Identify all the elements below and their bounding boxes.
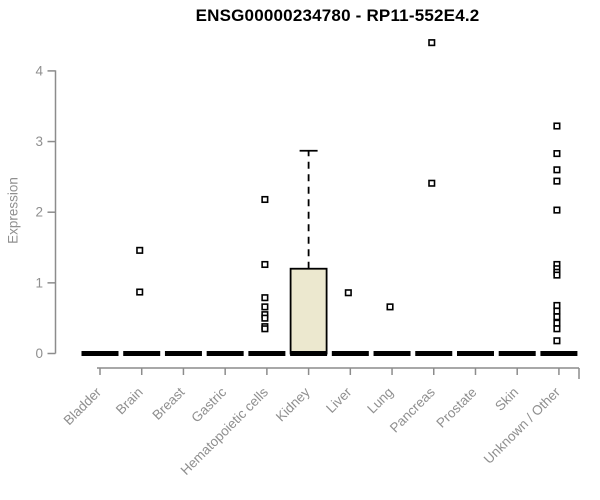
median-line <box>206 351 244 356</box>
outlier-point <box>553 166 561 174</box>
y-tick-label: 0 <box>35 346 43 361</box>
outlier-point <box>553 150 561 158</box>
box <box>289 267 328 355</box>
outlier-point <box>553 301 561 310</box>
y-tick-label: 4 <box>35 63 43 78</box>
outlier-point <box>136 288 144 296</box>
x-tick-label: Liver <box>323 384 355 416</box>
outlier-point <box>428 39 436 47</box>
outlier-point <box>344 289 352 297</box>
x-tick-label: Skin <box>492 385 521 414</box>
outlier-point <box>261 260 269 269</box>
outlier-point <box>386 303 394 311</box>
outlier-point <box>428 179 436 187</box>
x-tick-label: Breast <box>149 384 187 422</box>
median-line <box>456 351 494 356</box>
outlier-point <box>553 319 561 327</box>
outlier-point <box>261 195 269 204</box>
x-tick-label: Kidney <box>273 384 313 424</box>
outlier-point <box>553 271 561 279</box>
outlier-point <box>553 177 561 185</box>
median-line <box>248 351 286 356</box>
outlier-point <box>553 206 561 214</box>
chart-title: ENSG00000234780 - RP11-552E4.2 <box>195 6 480 25</box>
median-line <box>498 351 536 356</box>
y-tick-label: 2 <box>35 205 43 220</box>
outlier-point <box>261 303 269 311</box>
outlier-point <box>136 246 144 254</box>
outlier-point <box>553 325 561 333</box>
x-tick-label: Pancreas <box>387 384 438 435</box>
x-tick-label: Gastric <box>188 384 229 425</box>
median-line <box>290 351 328 356</box>
median-line <box>81 351 119 356</box>
outlier-point <box>261 294 269 302</box>
x-tick-label: Brain <box>113 385 146 418</box>
outlier-point <box>261 325 269 333</box>
outlier-point <box>553 337 561 345</box>
median-line <box>331 351 369 356</box>
outlier-point <box>553 313 561 321</box>
x-tick-label: Lung <box>364 385 396 417</box>
y-tick-label: 3 <box>35 134 43 149</box>
median-line <box>123 351 161 356</box>
median-line <box>415 351 453 356</box>
x-tick-label: Prostate <box>433 385 479 431</box>
x-tick-label: Bladder <box>61 384 105 428</box>
median-line <box>164 351 202 356</box>
x-tick-label: Unknown / Other <box>481 384 564 467</box>
y-tick-label: 1 <box>35 275 43 290</box>
outlier-point <box>553 122 561 130</box>
median-line <box>373 351 411 356</box>
median-line <box>540 351 578 356</box>
outlier-point <box>261 314 269 322</box>
outlier-point <box>553 307 561 315</box>
